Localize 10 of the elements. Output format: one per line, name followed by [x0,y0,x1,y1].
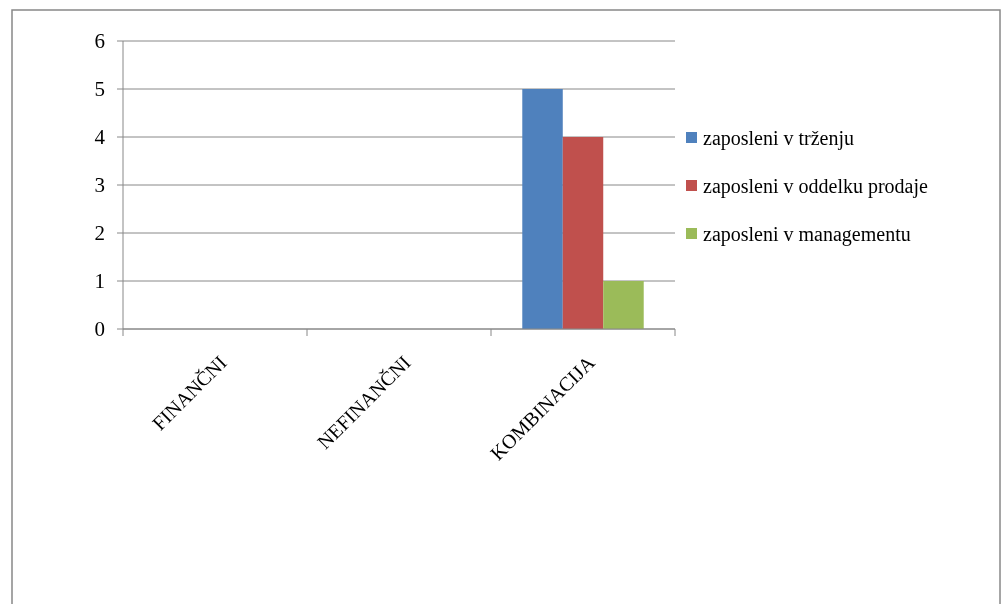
y-tick-label: 6 [94,29,105,54]
y-tick-label: 0 [94,317,105,342]
y-tick-label: 1 [94,269,105,294]
legend-label: zaposleni v managementu [703,223,911,246]
legend-label: zaposleni v trženju [703,127,855,150]
y-tick-label: 2 [94,221,105,246]
y-tick-label: 3 [94,173,105,198]
y-tick-label: 5 [94,77,105,102]
legend-label: zaposleni v oddelku prodaje [703,175,929,198]
y-tick-label: 4 [94,125,106,150]
